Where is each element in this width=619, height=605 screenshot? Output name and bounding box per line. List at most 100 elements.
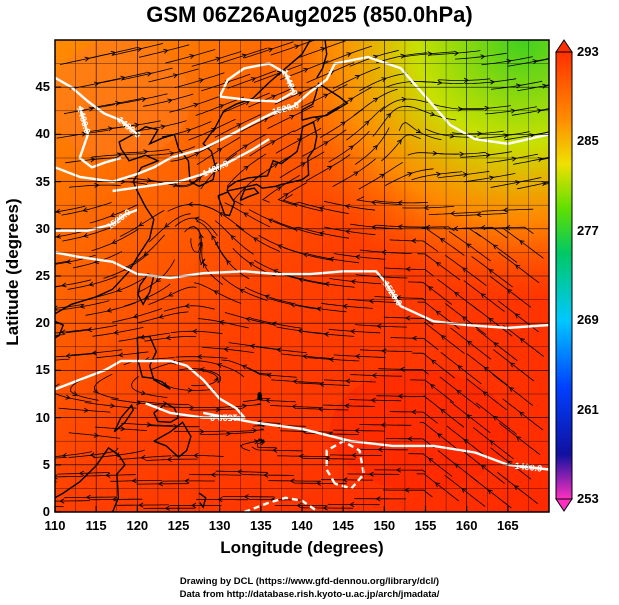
- streamline: [137, 259, 175, 294]
- streamline-arrow: [270, 140, 276, 145]
- streamline: [148, 68, 199, 83]
- streamline-arrow: [291, 403, 297, 410]
- streamline: [244, 41, 294, 59]
- streamline-arrow: [349, 328, 356, 334]
- streamline-arrow: [184, 478, 190, 484]
- streamline-arrow: [463, 77, 469, 83]
- streamline-arrow: [411, 335, 417, 341]
- streamline: [438, 78, 491, 81]
- streamline: [300, 84, 348, 108]
- streamline: [163, 305, 215, 312]
- streamline-arrow: [487, 489, 493, 495]
- streamline: [55, 334, 65, 336]
- streamline-arrow: [146, 71, 153, 77]
- streamline: [475, 231, 518, 263]
- streamline-arrow: [230, 234, 236, 241]
- streamline: [250, 317, 302, 329]
- streamline-arrow: [327, 165, 333, 171]
- coastline: [316, 40, 328, 79]
- streamline-arrow: [354, 353, 361, 359]
- streamline-arrow: [186, 128, 192, 134]
- streamline-arrow: [320, 47, 326, 52]
- streamline-arrow: [164, 222, 170, 228]
- streamline-arrow: [376, 323, 382, 329]
- streamline: [196, 136, 241, 165]
- y-tick-label: 0: [42, 504, 50, 519]
- streamline: [85, 302, 136, 316]
- streamline-arrow: [136, 46, 143, 52]
- streamline: [89, 204, 139, 224]
- streamline-arrow: [276, 186, 282, 192]
- streamline: [84, 402, 137, 409]
- streamline-arrow: [30, 213, 34, 217]
- streamline-arrow: [276, 347, 282, 353]
- streamline-arrow: [405, 266, 411, 272]
- streamline-arrow: [27, 480, 31, 484]
- streamline: [376, 395, 428, 400]
- x-tick-label: 135: [249, 518, 272, 533]
- lat-lon-grid: [55, 40, 549, 512]
- streamline-arrow: [187, 387, 193, 393]
- coastline: [301, 82, 349, 121]
- streamline-arrow: [514, 313, 520, 319]
- streamline: [223, 133, 267, 163]
- streamline-arrow: [111, 496, 118, 502]
- streamline-arrow: [191, 328, 198, 334]
- streamline-arrow: [515, 180, 521, 186]
- streamline-arrow: [241, 364, 248, 370]
- streamline-arrow: [493, 342, 499, 348]
- streamline-arrow: [166, 456, 172, 463]
- streamline-arrow: [223, 346, 229, 352]
- streamline-arrow: [243, 494, 249, 500]
- streamline-arrow: [59, 498, 65, 504]
- streamline: [501, 227, 544, 259]
- streamline: [347, 473, 400, 475]
- streamline: [516, 181, 549, 190]
- streamline: [538, 108, 549, 112]
- streamline-arrow: [266, 372, 272, 378]
- y-tick-label: 45: [35, 79, 50, 95]
- streamline: [329, 454, 382, 456]
- streamline: [390, 337, 439, 351]
- streamline-arrow: [364, 120, 370, 126]
- streamline: [95, 426, 147, 431]
- streamline-arrow: [351, 452, 357, 458]
- streamline: [147, 425, 200, 428]
- streamline: [439, 376, 481, 409]
- streamline: [200, 153, 238, 190]
- streamline: [199, 204, 244, 231]
- streamline: [455, 52, 507, 60]
- x-tick-label: 145: [332, 518, 354, 533]
- streamline: [58, 407, 111, 413]
- streamline: [175, 356, 228, 359]
- streamline: [372, 105, 411, 137]
- streamline: [490, 177, 542, 188]
- streamline-arrow: [189, 405, 195, 411]
- streamline-arrow: [60, 329, 66, 335]
- streamline: [270, 405, 323, 408]
- streamline-arrow: [315, 117, 321, 123]
- streamline: [320, 479, 373, 481]
- streamline: [90, 98, 142, 109]
- streamline: [145, 458, 198, 461]
- streamline-arrow: [30, 238, 34, 242]
- streamline-arrow: [340, 121, 346, 127]
- streamline-arrow: [292, 378, 298, 385]
- coastline: [55, 320, 65, 339]
- streamline-arrow: [190, 502, 197, 509]
- streamline-arrow: [415, 128, 422, 134]
- streamline-arrow: [423, 205, 429, 211]
- streamline: [64, 496, 117, 499]
- streamline-arrow: [211, 127, 217, 133]
- streamline: [121, 422, 174, 426]
- streamline-arrow: [346, 52, 352, 57]
- streamline-arrow: [354, 254, 361, 260]
- streamline-arrow: [225, 431, 232, 437]
- streamline-arrow: [463, 438, 469, 444]
- coastline: [113, 403, 134, 433]
- streamline: [174, 162, 218, 188]
- streamline: [349, 50, 399, 67]
- streamline-arrow: [65, 259, 72, 265]
- streamline-arrow: [509, 362, 516, 368]
- streamline-arrow: [430, 384, 436, 389]
